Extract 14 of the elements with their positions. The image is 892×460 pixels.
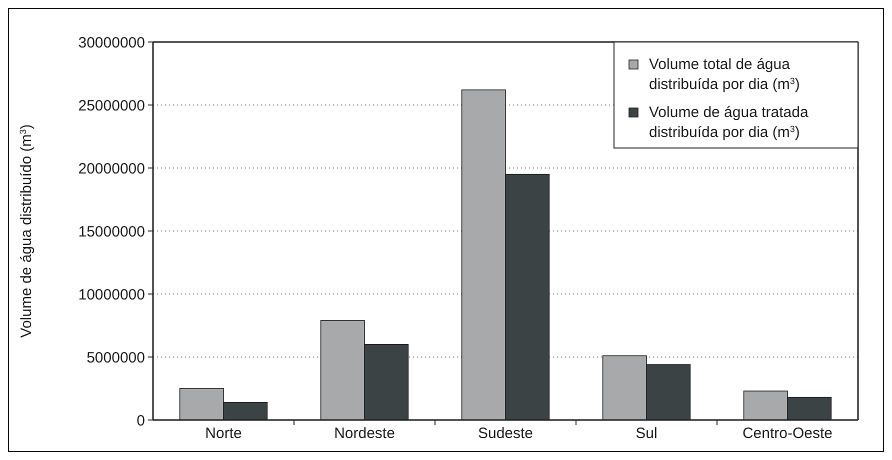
x-tick-label: Norte (205, 425, 242, 442)
y-tick-label: 25000000 (78, 97, 145, 114)
x-tick-label: Nordeste (334, 425, 395, 442)
y-tick-label: 10000000 (78, 286, 145, 304)
x-tick-label: Sudeste (478, 425, 534, 442)
legend-label: Volume total de água distribuída por dia (m$^{3}$) (649, 56, 800, 93)
x-tick-label: Sul (636, 425, 658, 442)
y-tick-label: 30000000 (78, 34, 145, 52)
y-tick-label: 20000000 (78, 160, 145, 178)
y-tick-label: 15000000 (78, 223, 145, 240)
y-tick-label: 5000000 (86, 349, 145, 366)
legend-label: Volume de água tratada distribuída por dia (m$^{3}$) (649, 104, 809, 141)
x-tick-label: Centro-Oeste (742, 425, 833, 442)
y-tick-label: 0 (136, 412, 145, 430)
